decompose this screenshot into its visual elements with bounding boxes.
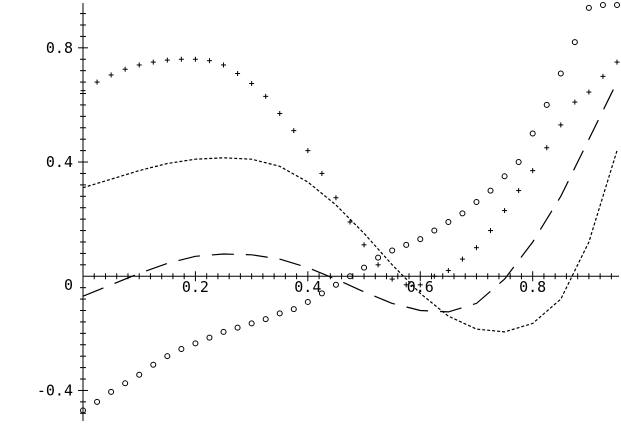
series-long-dash-line (82, 81, 618, 313)
plus-marker (192, 56, 198, 62)
plus-marker (347, 219, 353, 225)
plus-marker (572, 99, 578, 105)
circle-marker (290, 306, 297, 313)
plus-marker (108, 72, 114, 78)
circle-marker (262, 316, 269, 323)
circle-marker (529, 130, 536, 137)
plus-marker (361, 242, 367, 248)
plus-marker (291, 128, 297, 134)
plus-marker (164, 57, 170, 63)
circle-marker (318, 290, 325, 297)
circle-marker (80, 407, 86, 414)
circle-marker (614, 2, 620, 8)
circle-marker (206, 334, 213, 341)
plus-marker (263, 93, 269, 99)
circle-marker (445, 218, 452, 225)
series-layer (80, 2, 620, 414)
circle-marker (136, 371, 143, 378)
plus-marker (319, 170, 325, 176)
circle-marker (543, 101, 550, 108)
circle-marker (487, 187, 494, 194)
plus-marker (150, 59, 156, 65)
circle-marker (276, 310, 283, 317)
plus-marker (530, 168, 536, 174)
x-tick-label: 0.2 (182, 278, 209, 296)
plus-marker (544, 145, 550, 151)
x-tick-label: 0.6 (407, 278, 434, 296)
axes (78, 3, 619, 421)
circle-marker (403, 241, 410, 248)
plus-marker (502, 208, 508, 214)
plus-marker (417, 282, 423, 288)
circle-marker (599, 2, 606, 8)
y-tick-label: 0.4 (46, 153, 73, 171)
circle-marker (473, 199, 480, 206)
plus-marker (516, 188, 522, 194)
origin-label: 0 (64, 276, 73, 294)
plus-marker (431, 273, 437, 279)
circle-marker (234, 324, 241, 331)
plus-marker (488, 228, 494, 234)
plus-marker (600, 73, 606, 79)
plus-marker (178, 56, 184, 62)
plus-marker (558, 122, 564, 128)
plus-marker (389, 276, 395, 282)
tick-labels: 0.2 0.4 0.6 0.8 -0.4 0.4 0.8 0 (37, 39, 546, 400)
circle-marker (361, 264, 368, 271)
plus-marker (277, 110, 283, 116)
plus-marker (94, 79, 100, 85)
plus-marker (221, 62, 227, 68)
y-tick-label: -0.4 (37, 381, 73, 399)
series-short-dash-line (82, 150, 618, 333)
plus-marker (235, 71, 241, 77)
circle-marker (389, 247, 396, 254)
plus-marker (206, 58, 212, 64)
circle-marker (332, 281, 339, 288)
circle-marker (571, 39, 578, 46)
plus-marker (305, 148, 311, 154)
x-tick-label: 0.8 (519, 278, 546, 296)
plus-marker (459, 256, 465, 262)
y-tick-label: 0.8 (46, 39, 73, 57)
plus-marker (586, 89, 592, 95)
circle-marker (585, 4, 592, 11)
circle-marker (164, 353, 171, 360)
circle-marker (248, 320, 255, 327)
plus-marker (80, 88, 86, 94)
plus-marker (136, 62, 142, 68)
plus-marker (614, 59, 620, 65)
circle-marker (501, 173, 508, 180)
circle-marker (557, 70, 564, 77)
circle-marker (94, 398, 101, 405)
plus-marker (333, 195, 339, 201)
circle-marker (431, 227, 438, 234)
circle-marker (515, 159, 522, 166)
circle-marker (178, 346, 185, 353)
circle-marker (304, 298, 311, 305)
plus-marker (445, 268, 451, 274)
plus-marker (375, 262, 381, 268)
plus-marker (122, 66, 128, 72)
circle-marker (220, 328, 227, 335)
circle-marker (375, 254, 382, 261)
plus-marker (473, 245, 479, 251)
circle-marker (108, 388, 115, 395)
plus-marker (403, 282, 409, 288)
circle-marker (192, 340, 199, 347)
circle-marker (459, 210, 466, 217)
circle-marker (347, 273, 353, 280)
circle-marker (150, 361, 157, 368)
x-tick-label: 0.4 (294, 278, 321, 296)
circle-marker (417, 236, 424, 243)
circle-marker (122, 380, 129, 387)
plus-marker (249, 81, 255, 87)
